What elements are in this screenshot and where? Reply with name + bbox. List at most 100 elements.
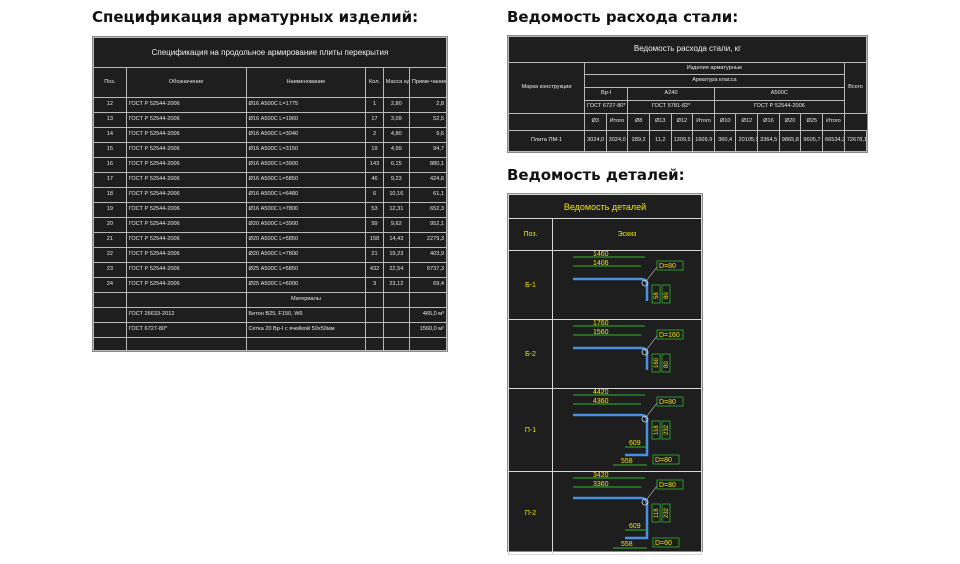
row-name: Ø16 А500С L=6480 (245, 187, 367, 204)
label-box (656, 479, 684, 490)
row-mass: 14,43 (382, 232, 410, 249)
details-table: Ведомость деталей Поз. Эскиз Б-1 1460 140… (508, 194, 702, 555)
row-pos: 22 (93, 247, 127, 264)
row-mass: 4,99 (382, 142, 410, 159)
row-doc: ГОСТ Р 52544-2006 (125, 247, 247, 264)
row-name: Ø25 А500С L=6000 (245, 277, 367, 294)
row-qty: 1 (365, 97, 384, 114)
row-mass: 10,16 (382, 187, 410, 204)
row-note: 2279,3 (408, 232, 448, 249)
bar-sketch: 1760 1560 D=160 160 80 (573, 320, 684, 373)
steel-value: 289,2 (627, 129, 650, 153)
row-pos: 24 (93, 277, 127, 294)
bend-circle (641, 348, 649, 356)
row-qty: 21 (365, 247, 384, 264)
row-name: Ø25 А500С L=5850 (245, 262, 367, 279)
col-header: Обозначение (125, 66, 247, 99)
details-col-pos: Поз. (508, 218, 553, 251)
steel-standard: ГОСТ 6727-80* (583, 99, 629, 114)
label-box (661, 503, 671, 523)
row-pos: 23 (93, 262, 127, 279)
label-box (652, 537, 680, 548)
steel-diameter: Ø3 (584, 112, 607, 131)
detail-pos: П-1 (508, 388, 553, 472)
steel-total: 72678,1 (843, 129, 868, 153)
steel-standard: ГОСТ 5781-82* (627, 99, 715, 114)
detail-pos: П-2 (508, 471, 553, 555)
dimension-label: 1760 (593, 320, 609, 327)
row-pos: 18 (93, 187, 127, 204)
steel-value: 360,4 (713, 129, 737, 153)
label-box (656, 260, 684, 271)
steel-diameter: Ø16 (757, 112, 780, 131)
row-mass: 9,62 (382, 217, 410, 234)
row-qty: 2 (365, 127, 384, 144)
row-qty: 6 (365, 187, 384, 204)
row-pos: 17 (93, 172, 127, 189)
row-qty: 143 (365, 157, 384, 174)
dimension-label: 58 (654, 292, 660, 299)
row-name: Ø16 А500С L=1775 (245, 97, 367, 114)
row-pos: 15 (93, 142, 127, 159)
steel-diameter: Итого (605, 112, 629, 131)
steel-value: 66534,2 (822, 129, 845, 153)
dimension-label: 232 (664, 507, 670, 518)
bend-circle (641, 498, 649, 506)
spec-row: 16 ГОСТ Р 52544-2006 Ø16 А500С L=3900 143 6,… (93, 157, 448, 174)
row-doc: ГОСТ Р 52544-2006 (125, 232, 247, 249)
row-mass: 23,12 (382, 277, 410, 294)
details-heading: Ведомость деталей: (507, 166, 685, 184)
row-doc: ГОСТ Р 52544-2006 (125, 217, 247, 234)
material-row: ГОСТ 26633-2012 Бетон В25, F150, W6 465,… (93, 307, 448, 324)
steel-diameter: Ø20 (778, 112, 802, 131)
steel-value: 3024,0 (605, 129, 629, 153)
col-header: Наименование (245, 66, 367, 99)
steel-value: 9605,7 (800, 129, 824, 153)
detail-pos: Б-1 (508, 250, 553, 320)
row-mass: 12,31 (382, 202, 410, 219)
row-note: 94,7 (408, 142, 448, 159)
row-qty: 17 (365, 112, 384, 129)
dimension-label: 1406 (593, 260, 609, 267)
rebar-leg (625, 520, 649, 540)
steel-standard: ГОСТ Р 52544-2006 (713, 99, 845, 114)
spec-row: 12 ГОСТ Р 52544-2006 Ø16 А500С L=1775 1 2,80… (93, 97, 448, 114)
steel-value: 3364,5 (757, 129, 780, 153)
details-col-sketch: Эскиз (552, 218, 702, 251)
steel-sheet: Ведомость расхода стали, кг Марка констр… (507, 35, 868, 153)
steel-diameter: Ø25 (800, 112, 824, 131)
steel-total-label: Всего (843, 61, 868, 114)
spec-row: 18 ГОСТ Р 52544-2006 Ø16 А500С L=6480 6 10,1… (93, 187, 448, 204)
spec-row: 23 ГОСТ Р 52544-2006 Ø25 А500С L=5850 432 22… (93, 262, 448, 279)
detail-pos: Б-2 (508, 319, 553, 389)
material-name: Бетон В25, F150, W6 (245, 307, 367, 324)
row-doc: ГОСТ Р 52544-2006 (125, 127, 247, 144)
row-name: Ø16 А500С L=5850 (245, 172, 367, 189)
dimension-label: 80 (664, 292, 670, 299)
dimension-label: 4360 (593, 398, 609, 405)
dimension-label: 558 (621, 541, 633, 548)
steel-diameter: Ø13 (648, 112, 672, 131)
diameter-label: D=160 (659, 332, 680, 339)
spec-row: 17 ГОСТ Р 52544-2006 Ø16 А500С L=5850 46 9,2… (93, 172, 448, 189)
row-note: 880,1 (408, 157, 448, 174)
dimension-label: 609 (629, 440, 641, 447)
row-doc: ГОСТ Р 52544-2006 (125, 142, 247, 159)
dimension-label: 1460 (593, 251, 609, 258)
spec-title: Спецификация на продольное армирование п… (93, 37, 447, 68)
spec-row: 14 ГОСТ Р 52544-2006 Ø16 А500С L=3040 2 4,80… (93, 127, 448, 144)
row-note: 9737,3 (408, 262, 448, 279)
diameter-label: D=80 (659, 482, 676, 489)
steel-items-label: Изделия арматурные (584, 61, 845, 76)
bend-circle (641, 415, 649, 423)
row-name: Ø20 А500С L=5850 (245, 232, 367, 249)
row-mass: 3,09 (382, 112, 410, 129)
label-box (656, 329, 684, 340)
spec-row: 24 ГОСТ Р 52544-2006 Ø25 А500С L=6000 3 23,1… (93, 277, 448, 294)
materials-label: Материалы (245, 292, 367, 309)
col-header: Кол. (365, 66, 384, 99)
col-header: Поз. (93, 66, 127, 99)
row-name: Ø16 А500С L=7800 (245, 202, 367, 219)
steel-diameter: Ø8 (627, 112, 650, 131)
bar-sketch: 3420 3360 D=80 118 232 609 558 D=60 (573, 472, 684, 549)
